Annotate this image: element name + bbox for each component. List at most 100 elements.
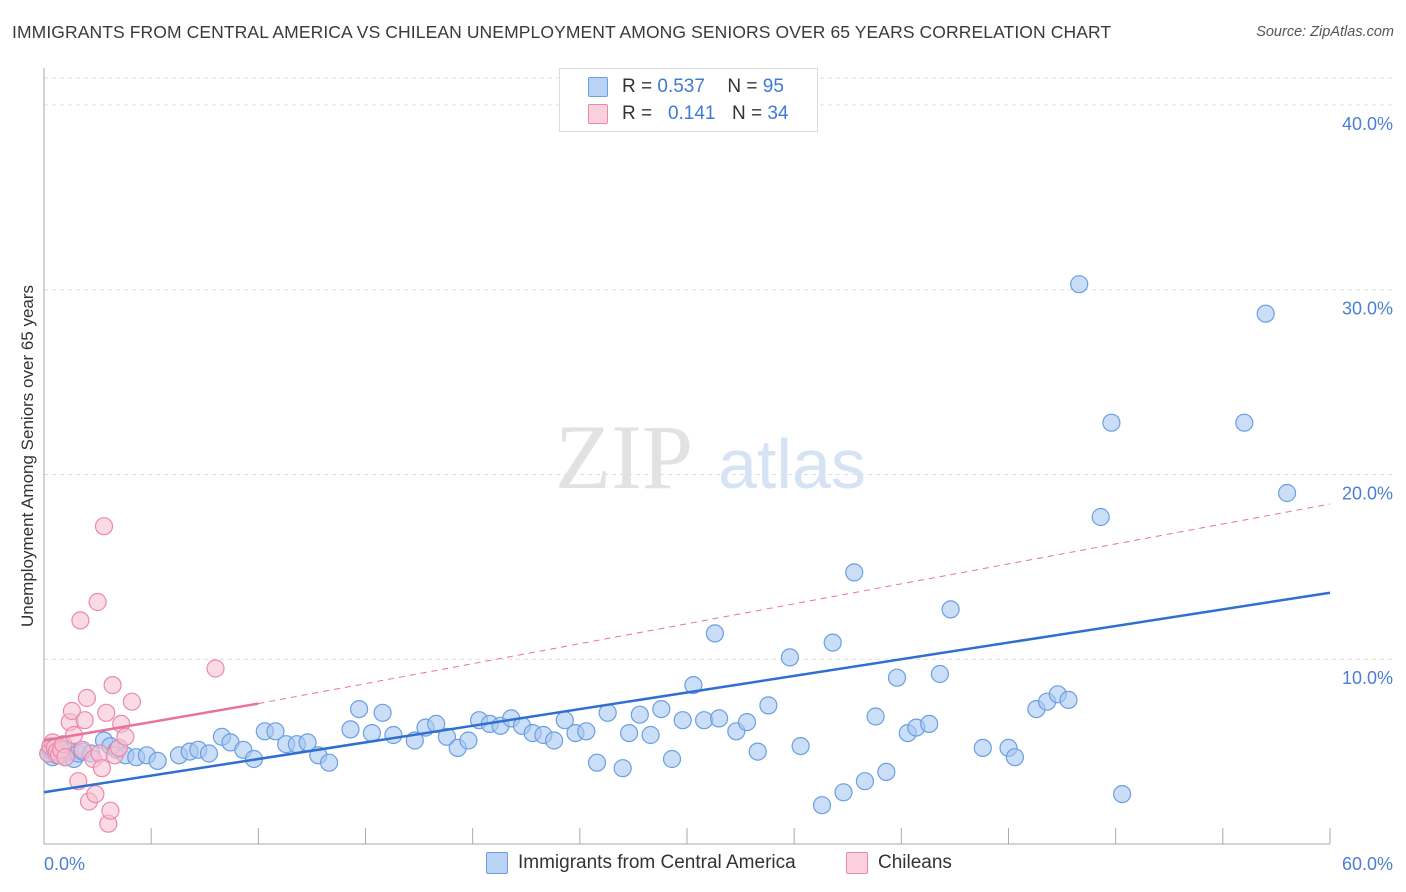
point-central-america (266, 722, 285, 741)
point-chileans (88, 592, 107, 612)
legend-row-chileans: R = 0.141 N = 34 (560, 101, 788, 127)
point-central-america (855, 772, 875, 791)
point-central-america (350, 699, 369, 719)
point-central-america (705, 624, 725, 643)
point-chileans (94, 517, 114, 536)
point-central-america (941, 600, 960, 619)
point-central-america (834, 783, 853, 802)
point-central-america (1277, 483, 1297, 503)
source-credit: Source: ZipAtlas.com (1256, 24, 1394, 40)
point-chileans (86, 784, 105, 804)
point-central-america (199, 744, 219, 763)
point-central-america (1112, 784, 1132, 804)
chart-title: IMMIGRANTS FROM CENTRAL AMERICA VS CHILE… (12, 22, 1112, 42)
point-central-america (362, 723, 381, 743)
series-swatch-blue (486, 852, 508, 874)
point-central-america (1005, 748, 1025, 767)
point-chileans (77, 688, 97, 708)
legend-r-label: R = (622, 76, 653, 97)
point-chileans (97, 703, 116, 722)
point-chileans (56, 748, 75, 767)
trend-layer (43, 503, 1331, 794)
point-central-america (694, 711, 714, 730)
trend-line-central-america (43, 591, 1331, 794)
point-central-america (780, 648, 800, 667)
legend-r-value: 0.537 (657, 76, 705, 97)
series-legend-chileans: Chileans (846, 852, 952, 874)
series-legend-central-america: Immigrants from Central America (486, 852, 796, 874)
y-tick-label: 20.0% (1342, 483, 1393, 503)
point-central-america (587, 753, 607, 772)
point-central-america (652, 699, 671, 719)
legend-row-central-america: R = 0.537 N = 95 (560, 74, 784, 100)
series-legend-label: Immigrants from Central America (518, 852, 796, 873)
point-central-america (341, 720, 360, 739)
legend-swatch-pink (588, 104, 608, 124)
point-central-america (866, 707, 885, 726)
series-swatch-pink (846, 852, 868, 874)
point-central-america (812, 796, 832, 815)
point-central-america (1059, 690, 1078, 710)
point-chileans (122, 692, 141, 711)
y-axis-label: Unemployment Among Seniors over 65 years (18, 285, 37, 627)
point-central-america (759, 696, 778, 715)
legend-n-value: 95 (762, 76, 784, 97)
point-central-america (673, 711, 692, 730)
point-central-america (373, 703, 392, 722)
points-layer (39, 275, 1297, 833)
y-tick-label: 10.0% (1342, 668, 1393, 688)
point-chileans (101, 801, 120, 820)
point-central-america (1235, 413, 1254, 432)
legend-n-value: 34 (767, 103, 789, 124)
point-central-america (684, 675, 703, 695)
point-central-america (823, 633, 842, 652)
point-central-america (148, 751, 167, 771)
watermark-zip: ZIP (555, 406, 693, 508)
y-tick-label: 30.0% (1342, 299, 1393, 319)
x-tick-label-min: 0.0% (44, 854, 85, 874)
point-central-america (1070, 275, 1089, 294)
grid-layer (44, 77, 1393, 660)
point-central-america (384, 725, 403, 745)
point-central-america (1091, 507, 1110, 527)
point-chileans (75, 711, 94, 730)
point-central-america (930, 664, 950, 684)
point-chileans (206, 659, 225, 678)
point-central-america (973, 738, 992, 758)
legend-r-value: 0.141 (667, 103, 716, 124)
watermark: ZIP atlas (555, 406, 866, 508)
point-central-america (662, 749, 682, 769)
x-tick-label-max: 60.0% (1342, 854, 1393, 874)
point-central-america (437, 727, 456, 746)
point-central-america (920, 714, 939, 734)
point-chileans (116, 727, 135, 746)
legend-swatch-blue (588, 77, 608, 97)
point-central-america (887, 668, 907, 687)
point-chileans (71, 611, 90, 630)
legend-r-label: R = (622, 103, 653, 124)
trend-line-chileans (43, 702, 259, 742)
point-chileans (62, 701, 82, 721)
point-central-america (1102, 413, 1121, 432)
correlation-legend: R = 0.537 N = 95 R = 0.141 N = 34 (559, 68, 818, 132)
x-tick-layer (43, 828, 1331, 844)
watermark-atlas: atlas (718, 425, 866, 503)
point-central-america (577, 722, 596, 741)
point-central-america (737, 712, 757, 732)
point-central-america (459, 731, 478, 750)
point-central-america (1256, 304, 1275, 323)
series-legend: Immigrants from Central America Chileans (0, 852, 1406, 878)
legend-n-label: N = (731, 103, 763, 124)
label-layer: 0.0% 60.0% Unemployment Among Seniors ov… (18, 114, 1393, 874)
point-central-america (544, 731, 564, 750)
point-central-america (320, 753, 339, 772)
point-central-america (641, 725, 660, 745)
point-central-america (877, 762, 896, 782)
point-chileans (92, 759, 112, 778)
y-tick-label: 40.0% (1342, 114, 1393, 134)
legend-n-label: N = (727, 76, 758, 97)
point-central-america (630, 705, 649, 724)
point-central-america (619, 723, 639, 743)
point-central-america (791, 736, 810, 756)
